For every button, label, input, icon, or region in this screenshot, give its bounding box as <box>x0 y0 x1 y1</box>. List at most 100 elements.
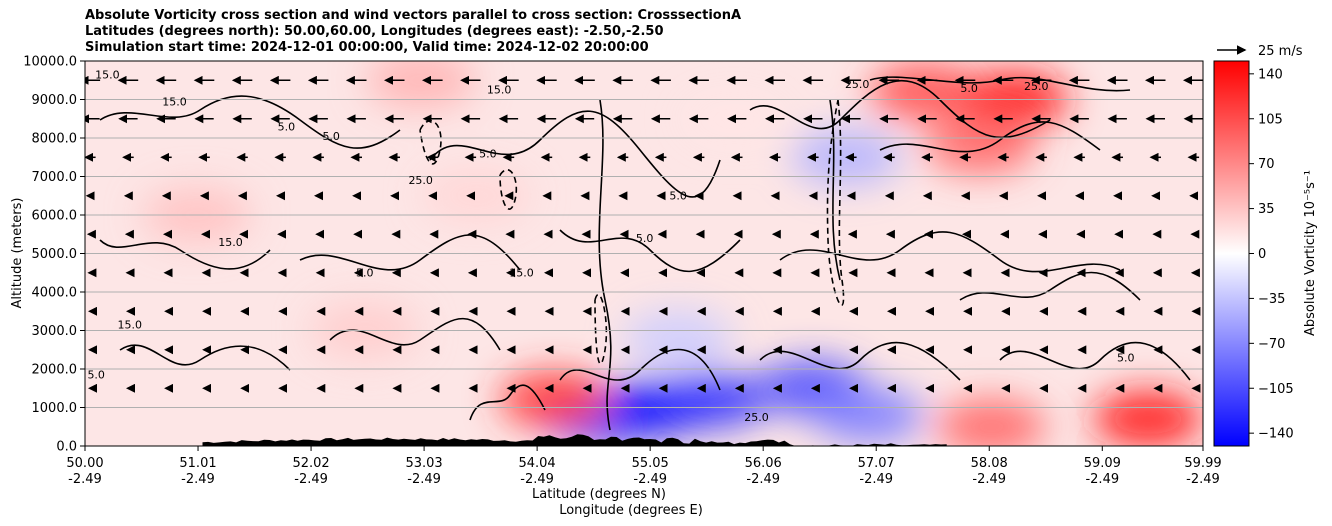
y-tick-label-4000: 4000.0 <box>32 286 78 301</box>
vorticity-patch-14 <box>936 398 1047 446</box>
contour-label-15: 25.0 <box>408 174 433 187</box>
colorbar <box>1213 60 1250 447</box>
x-tick-label-lon-55.05: -2.49 <box>633 472 667 487</box>
contour-line-8 <box>779 231 1121 273</box>
contour-labels: 15.0 15.0 5.0 5.0 15.0 5.0 5.0 15.0 5.0 25.0 25.0 1… <box>87 68 1134 424</box>
contour-line-4 <box>879 121 1101 153</box>
colorbar-tick-label-7: −105 <box>1258 382 1294 397</box>
x-tick-label-lat-53.03: 53.03 <box>405 456 442 471</box>
y-axis-label: Altitude (meters) <box>10 198 25 309</box>
chart-title-line-1: Absolute Vorticity cross section and win… <box>85 8 742 23</box>
colorbar-tick-label-0: 140 <box>1258 67 1283 82</box>
contour-label-7: 15.0 <box>509 267 534 280</box>
x-tick-label-lon-53.03: -2.49 <box>407 472 441 487</box>
y-tick-label-8000: 8000.0 <box>32 132 78 147</box>
contour-line-5 <box>99 239 271 270</box>
contour-label-4: 15.0 <box>487 84 512 97</box>
contour-line-2 <box>749 79 1051 139</box>
x-tick-label-lon-59.99: -2.49 <box>1186 472 1220 487</box>
contour-label-1: 15.0 <box>162 95 187 108</box>
vorticity-patch-12 <box>813 387 924 444</box>
contour-line-negative-2 <box>826 99 845 306</box>
x-axis: 50.00-2.4951.01-2.4952.02-2.4953.03-2.49… <box>66 446 1222 487</box>
contour-label-14: 5.0 <box>1117 351 1135 364</box>
y-tick-label-2000: 2000.0 <box>32 363 78 378</box>
x-tick-label-lat-56.06: 56.06 <box>745 456 782 471</box>
colorbar-ticks: 140 105 70 35 0 −35 −70 −105 −140 <box>1249 67 1294 442</box>
x-tick-label-lon-56.06: -2.49 <box>746 472 780 487</box>
contour-label-12: 5.0 <box>87 369 105 382</box>
contour-line-negative-3 <box>594 293 608 365</box>
y-tick-label-7000: 7000.0 <box>32 170 78 185</box>
y-tick-label-5000: 5000.0 <box>32 247 78 262</box>
colorbar-tick-label-5: −35 <box>1258 292 1285 307</box>
contour-label-16: 5.0 <box>669 190 687 203</box>
x-tick-label-lon-58.08: -2.49 <box>972 472 1006 487</box>
y-tick-label-10000: 10000.0 <box>23 55 77 70</box>
x-tick-label-lat-58.08: 58.08 <box>971 456 1008 471</box>
x-tick-label-lon-52.02: -2.49 <box>294 472 328 487</box>
vorticity-patch-17 <box>623 310 734 367</box>
x-tick-label-lon-51.01: -2.49 <box>181 472 215 487</box>
colorbar-tick-label-6: −70 <box>1258 337 1285 352</box>
x-axis-label-latitude: Latitude (degrees N) <box>532 487 666 502</box>
y-tick-label-0: 0.0 <box>56 440 77 455</box>
quiver-key-label: 25 m/s <box>1258 44 1303 59</box>
contour-line-0 <box>99 95 401 149</box>
vorticity-patch-2 <box>421 167 532 224</box>
contour-label-6: 5.0 <box>356 267 374 280</box>
x-tick-label-lon-50.00: -2.49 <box>68 472 102 487</box>
x-tick-label-lat-59.99: 59.99 <box>1184 456 1221 471</box>
contour-label-9: 25.0 <box>1024 80 1049 93</box>
y-tick-label-1000: 1000.0 <box>32 401 78 416</box>
colorbar-tick-label-8: −140 <box>1258 427 1294 442</box>
contour-label-13: 25.0 <box>744 411 769 424</box>
chart-title-line-3: Simulation start time: 2024-12-01 00:00:… <box>85 40 649 55</box>
vorticity-patch-6 <box>365 61 476 109</box>
contour-line-6 <box>299 234 521 271</box>
contour-line-16 <box>829 99 841 281</box>
contour-label-18: 5.0 <box>960 82 978 95</box>
y-axis: 0.0 1000.0 2000.0 3000.0 4000.0 5000.0 6000.0 7… <box>23 55 85 455</box>
contour-line-15 <box>598 99 612 431</box>
contour-line-1 <box>429 110 721 198</box>
x-tick-label-lat-51.01: 51.01 <box>179 456 216 471</box>
colorbar-tick-label-3: 35 <box>1258 202 1275 217</box>
colorbar-tick-label-4: 0 <box>1258 247 1266 262</box>
x-tick-label-lon-57.07: -2.49 <box>859 472 893 487</box>
x-tick-label-lon-59.09: -2.49 <box>1085 472 1119 487</box>
y-tick-label-3000: 3000.0 <box>32 324 78 339</box>
contour-label-10: 25.0 <box>845 78 870 91</box>
x-tick-label-lat-54.04: 54.04 <box>518 456 555 471</box>
gridlines <box>85 99 1203 408</box>
colorbar-label: Absolute Vorticity 10⁻⁵s⁻¹ <box>1303 170 1318 336</box>
colorbar-tick-label-2: 70 <box>1258 157 1275 172</box>
x-axis-label-longitude: Longitude (degrees E) <box>559 503 703 518</box>
contour-label-17: 15.0 <box>218 236 243 249</box>
x-tick-label-lat-55.05: 55.05 <box>632 456 669 471</box>
y-tick-label-9000: 9000.0 <box>32 93 78 108</box>
contour-label-0: 15.0 <box>95 68 120 81</box>
terrain <box>202 434 947 446</box>
vorticity-patch-15 <box>1093 391 1203 446</box>
contour-line-7 <box>559 229 741 273</box>
vorticity-patch-5 <box>925 117 1036 174</box>
colorbar-tick-label-1: 105 <box>1258 112 1283 127</box>
contour-label-8: 5.0 <box>636 232 654 245</box>
chart-title-line-2: Latitudes (degrees north): 50.00,60.00, … <box>85 24 664 39</box>
contour-line-12 <box>759 341 961 381</box>
contour-line-negative-1 <box>499 168 518 210</box>
x-tick-label-lat-50.00: 50.00 <box>66 456 103 471</box>
x-tick-label-lon-54.04: -2.49 <box>520 472 554 487</box>
contour-line-17 <box>959 271 1141 301</box>
contour-label-11: 15.0 <box>118 319 143 332</box>
contour-label-2: 5.0 <box>278 120 296 133</box>
contour-label-5: 5.0 <box>479 147 497 160</box>
wind-vectors <box>85 75 1203 393</box>
terrain-silhouette <box>202 434 947 446</box>
contour-line-11 <box>559 348 721 391</box>
contour-line-9 <box>119 344 291 371</box>
contour-line-14 <box>469 384 546 421</box>
x-tick-label-lat-59.09: 59.09 <box>1084 456 1121 471</box>
